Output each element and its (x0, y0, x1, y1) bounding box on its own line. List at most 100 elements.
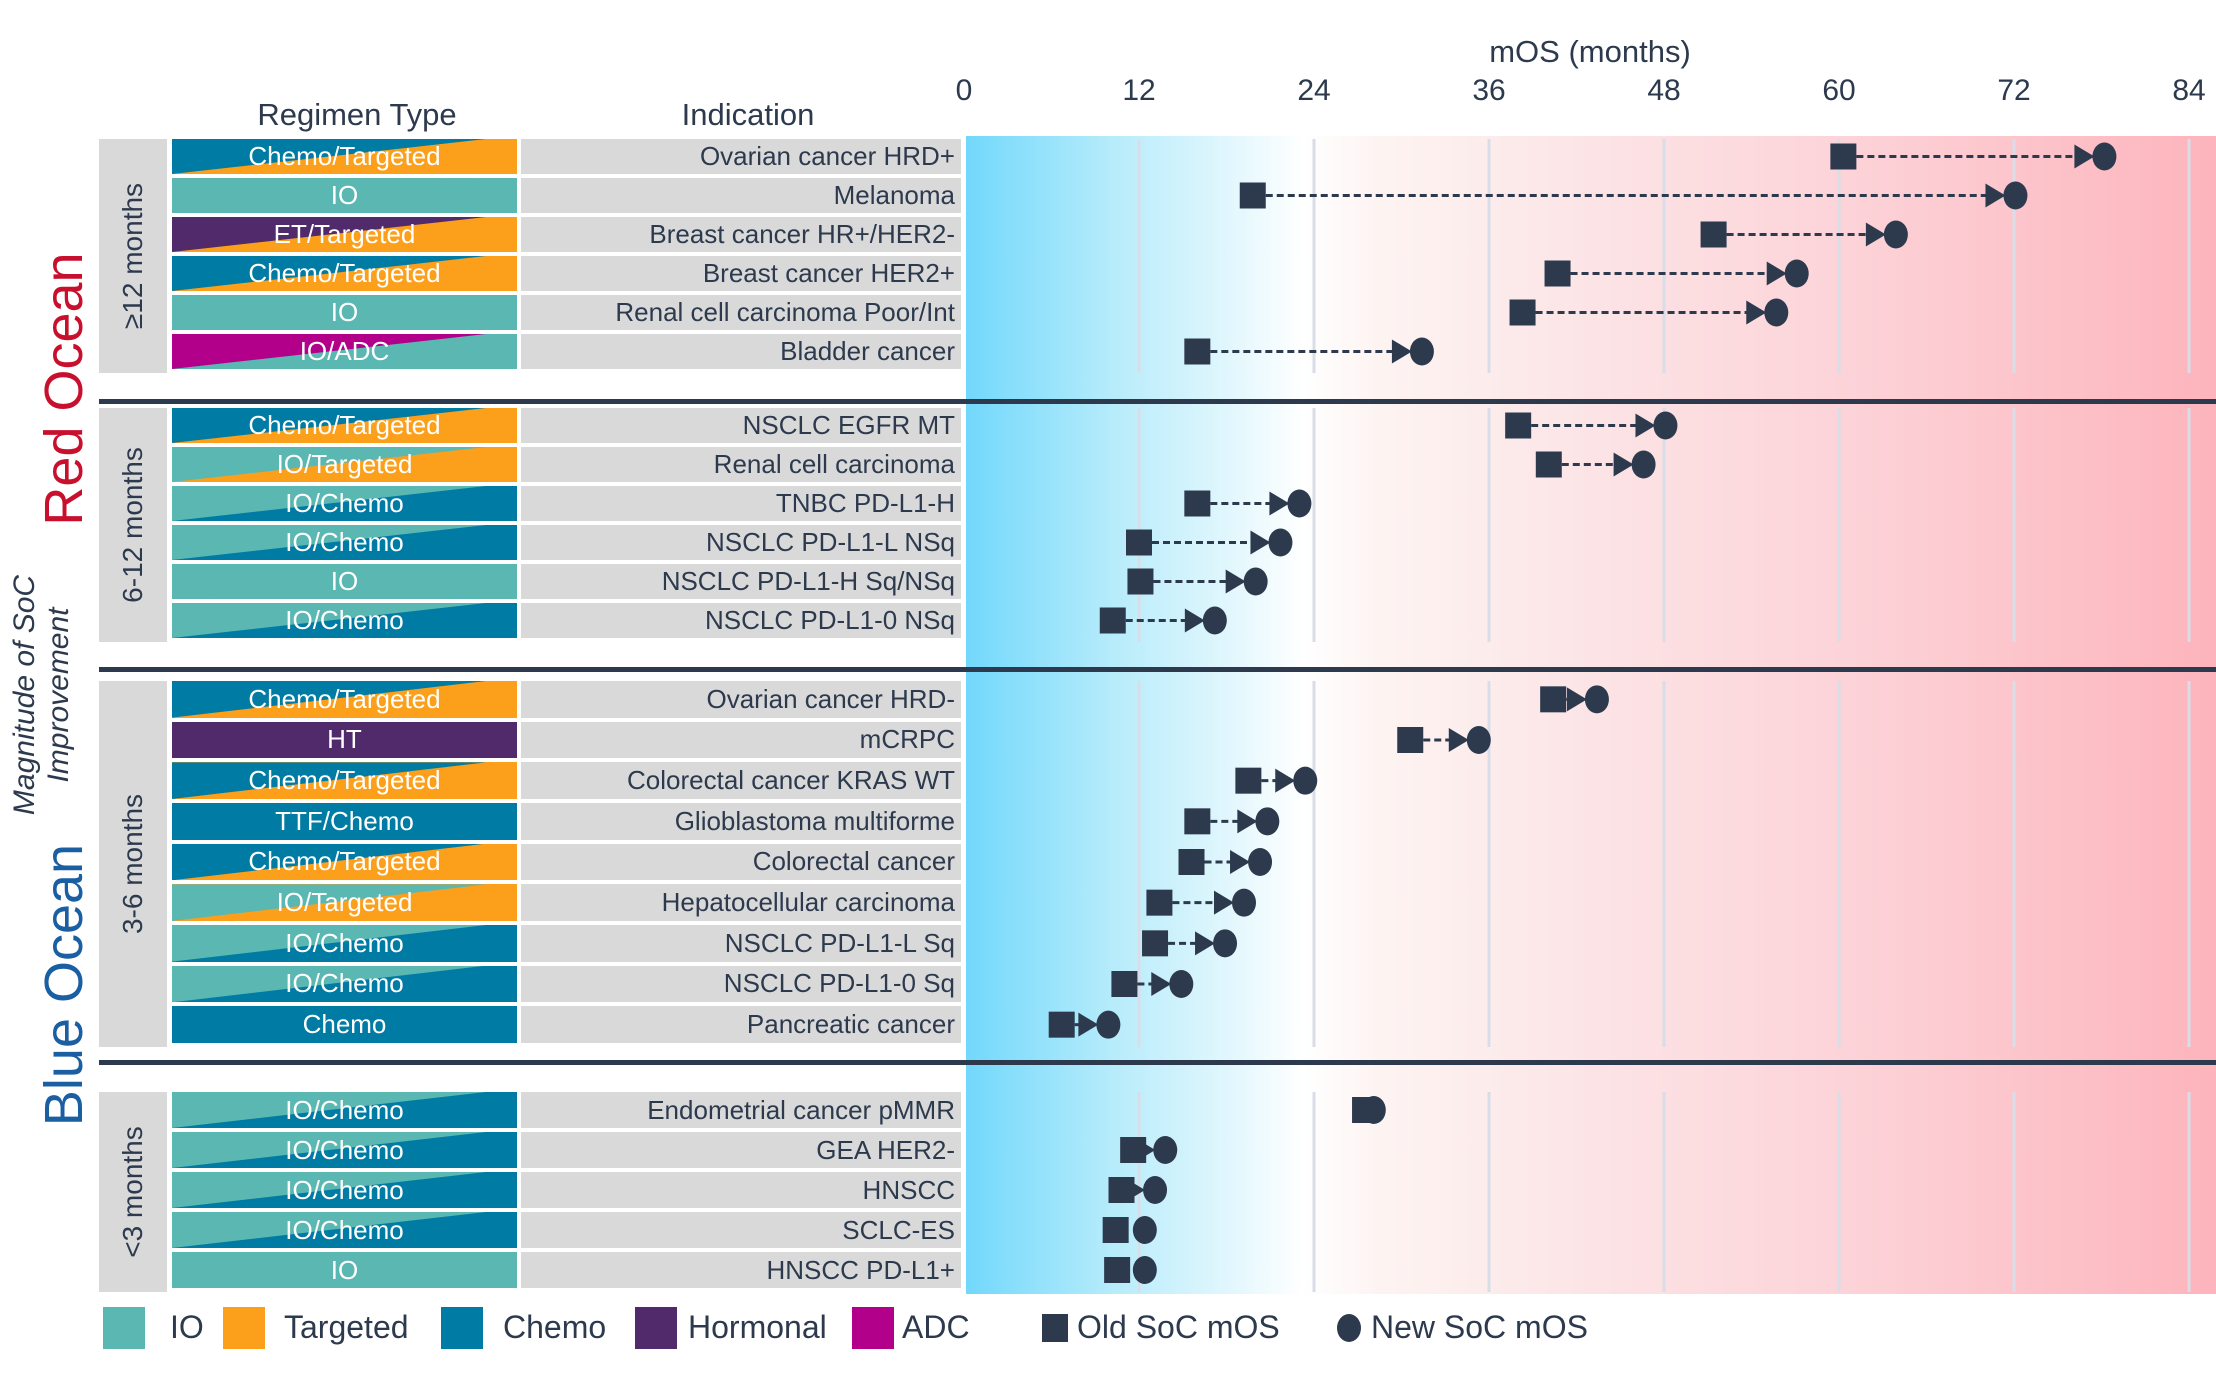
arrowhead (2074, 144, 2095, 169)
indication-label: NSCLC PD-L1-L Sq (521, 925, 961, 962)
indication-label: HNSCC PD-L1+ (521, 1252, 961, 1288)
new-soc-marker (1202, 606, 1227, 635)
regimen-type-label: IO (330, 566, 359, 596)
old-soc-marker (1104, 1257, 1131, 1283)
legend-circle-icon (1337, 1314, 1361, 1342)
gridline (2187, 408, 2191, 642)
regimen-type-label: Chemo/Targeted (248, 683, 441, 714)
old-soc-marker (1120, 1137, 1147, 1163)
new-soc-marker (1248, 848, 1273, 876)
arrowhead (1391, 339, 1412, 364)
old-soc-marker (1108, 1177, 1135, 1203)
new-soc-marker (1153, 1136, 1178, 1164)
old-soc-marker (1505, 412, 1532, 439)
indication-label: NSCLC PD-L1-0 Sq (521, 965, 961, 1003)
group-label-cell: 3-6 months (99, 681, 167, 1047)
old-soc-marker (1397, 727, 1424, 753)
gridline (1662, 1092, 1666, 1292)
regimen-type-label: Chemo/Targeted (248, 141, 441, 171)
regimen-type-cell: IO/Chemo (172, 965, 517, 1003)
gridline (2012, 408, 2016, 642)
old-soc-marker (1099, 607, 1126, 634)
gridline (2012, 681, 2016, 1047)
regimen-type-label: IO/Targeted (276, 887, 413, 918)
regimen-type-label: TTF/Chemo (275, 805, 414, 836)
arrowhead (1566, 687, 1587, 712)
regimen-type-cell: IO (172, 564, 517, 599)
old-soc-marker (1178, 849, 1205, 875)
indication-label: NSCLC PD-L1-L NSq (521, 525, 961, 560)
new-soc-marker (1096, 1010, 1121, 1039)
indication-label: NSCLC PD-L1-H Sq/NSq (521, 564, 961, 599)
regimen-type-label: IO/Targeted (276, 449, 413, 479)
arrowhead (1766, 261, 1787, 286)
regimen-type-label: IO/Chemo (285, 605, 404, 635)
indication-label: Renal cell carcinoma (521, 447, 961, 482)
legend-square-icon (1042, 1314, 1068, 1342)
regimen-type-label: IO/Chemo (285, 527, 404, 557)
gridline (1312, 139, 1316, 373)
arrowhead (1275, 768, 1296, 793)
old-soc-marker (1235, 767, 1262, 794)
regimen-type-cell: Chemo/Targeted (172, 843, 517, 881)
gridline (1312, 408, 1316, 642)
new-soc-marker (1653, 411, 1678, 440)
regimen-type-cell: IO/Chemo (172, 603, 517, 638)
regimen-type-label: HT (327, 724, 362, 755)
regimen-type-cell: IO/Chemo (172, 925, 517, 962)
legend-label-hormonal: Hormonal (688, 1309, 827, 1345)
indication-label: Pancreatic cancer (521, 1006, 961, 1043)
legend-swatch-targeted (223, 1307, 265, 1349)
old-soc-marker (1142, 930, 1169, 957)
new-soc-marker (1213, 929, 1238, 958)
new-soc-marker (1361, 1096, 1386, 1124)
arrowhead (1237, 809, 1258, 834)
new-soc-marker (1287, 489, 1312, 518)
indication-label: Bladder cancer (521, 334, 961, 369)
old-soc-marker (1126, 529, 1152, 556)
regimen-type-label: IO (330, 1254, 359, 1285)
old-soc-marker (1535, 451, 1562, 478)
regimen-type-label: Chemo/Targeted (248, 258, 441, 288)
group-separator (99, 667, 2216, 672)
arrowhead (1635, 413, 1656, 438)
new-soc-marker (2003, 181, 2028, 210)
x-tick-label: 24 (1297, 74, 1331, 107)
arrowhead (1078, 1012, 1099, 1037)
new-soc-marker (1584, 685, 1609, 714)
arrowhead (1195, 931, 1216, 956)
indication-label: NSCLC PD-L1-0 NSq (521, 603, 961, 638)
gridline (1487, 408, 1491, 642)
legend-swatch-chemo (441, 1307, 483, 1349)
new-soc-marker (1169, 970, 1194, 998)
gridline (1837, 139, 1841, 373)
gridline (1837, 681, 1841, 1047)
regimen-type-label: IO/Chemo (285, 488, 404, 518)
regimen-type-cell: Chemo/Targeted (172, 681, 517, 718)
legend-label-adc: ADC (902, 1309, 970, 1345)
old-soc-marker (1102, 1217, 1129, 1243)
new-soc-marker (1631, 450, 1656, 479)
legend-label-old-soc: Old SoC mOS (1077, 1309, 1280, 1345)
new-soc-marker (1883, 220, 1908, 249)
regimen-type-label: IO/ADC (299, 336, 390, 366)
regimen-type-label: IO (330, 180, 359, 210)
gridline (2187, 139, 2191, 373)
gridline (1662, 139, 1666, 373)
regimen-type-header: Regimen Type (257, 97, 457, 132)
old-soc-marker (1509, 299, 1536, 326)
indication-header: Indication (681, 97, 815, 132)
old-soc-marker (1127, 568, 1154, 595)
gridline (1487, 681, 1491, 1047)
regimen-type-cell: IO/Targeted (172, 884, 517, 921)
arrowhead (1151, 972, 1172, 996)
indication-label: Endometrial cancer pMMR (521, 1092, 961, 1128)
chart-background-gradient (966, 136, 2216, 1294)
regimen-type-label: IO/Chemo (285, 1134, 404, 1165)
new-soc-marker (1255, 807, 1280, 836)
new-soc-marker (1232, 888, 1256, 917)
regimen-type-label: IO/Chemo (285, 968, 404, 999)
arrowhead (1230, 850, 1251, 874)
regimen-type-label: Chemo (302, 1009, 387, 1040)
